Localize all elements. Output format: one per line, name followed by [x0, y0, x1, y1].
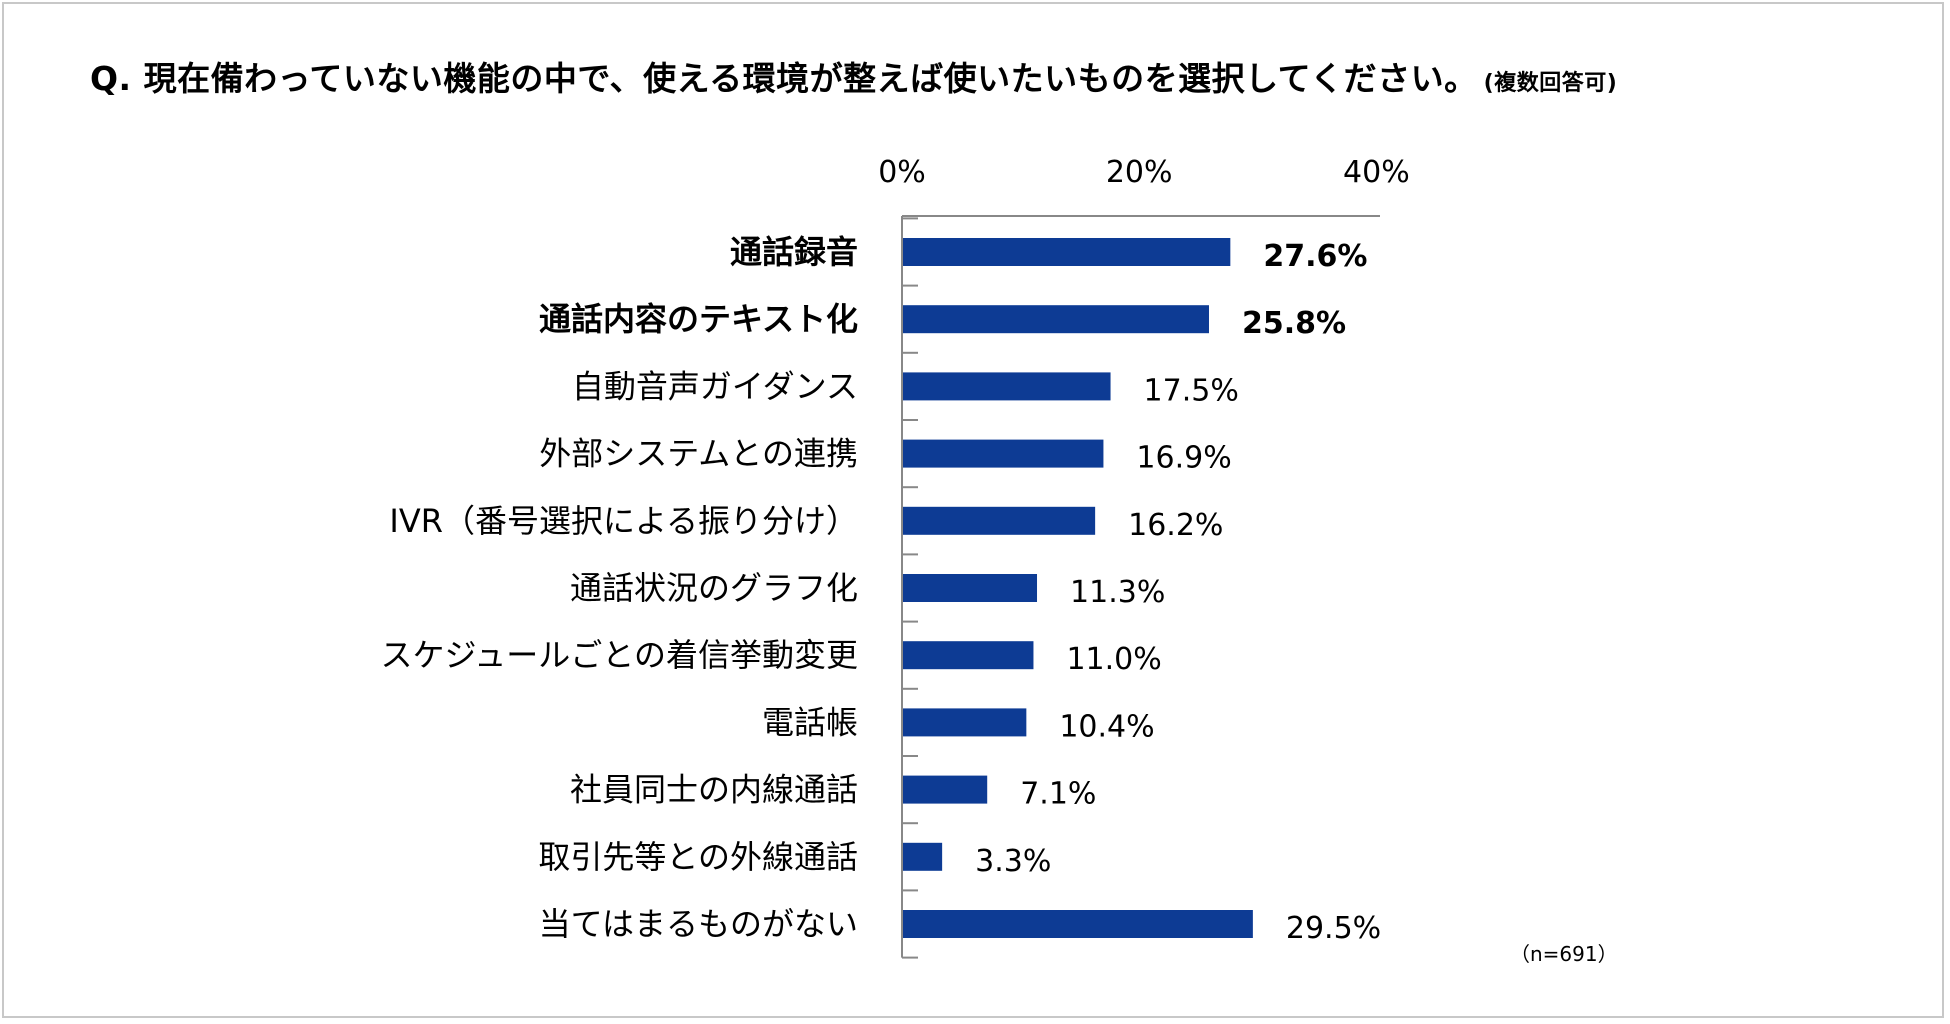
category-label: スケジュールごとの着信挙動変更 [381, 636, 858, 674]
x-tick-label: 40% [1343, 155, 1410, 190]
bar [903, 910, 1253, 938]
data-label: 25.8% [1242, 306, 1346, 341]
category-label: 取引先等との外線通話 [538, 838, 858, 876]
data-label: 7.1% [1020, 777, 1096, 812]
category-label: 通話録音 [730, 233, 858, 271]
sample-size-note: （n=691） [1510, 942, 1618, 966]
data-label: 10.4% [1059, 709, 1154, 744]
category-label: 電話帳 [762, 703, 858, 741]
chart-title-sub: (複数回答可) [1483, 71, 1618, 96]
bar [903, 641, 1034, 670]
category-label: 自動音声ガイダンス [572, 367, 858, 405]
category-label: IVR（番号選択による振り分け） [389, 502, 858, 540]
data-label: 11.0% [1066, 642, 1161, 677]
x-tick-label: 20% [1106, 155, 1173, 190]
bar [903, 842, 943, 871]
bar [903, 238, 1231, 266]
category-label: 通話状況のグラフ化 [570, 569, 858, 607]
bar [903, 775, 988, 804]
chart-title-main: Q. 現在備わっていない機能の中で、使える環境が整えば使いたいものを選択してくだ… [90, 59, 1478, 98]
bar [903, 439, 1104, 468]
x-tick-label: 0% [878, 155, 926, 190]
data-label: 3.3% [975, 844, 1051, 879]
category-label: 通話内容のテキスト化 [539, 300, 858, 338]
category-label: 社員同士の内線通話 [570, 771, 858, 809]
data-label: 16.2% [1128, 508, 1223, 543]
category-label: 外部システムとの連携 [539, 435, 858, 473]
data-label: 27.6% [1263, 239, 1367, 274]
data-label: 16.9% [1136, 441, 1231, 476]
bar [903, 506, 1096, 535]
data-label: 17.5% [1144, 373, 1239, 408]
data-label: 11.3% [1070, 575, 1165, 610]
data-label: 29.5% [1286, 911, 1381, 946]
bar [903, 574, 1038, 602]
category-label: 当てはまるものがない [539, 905, 858, 943]
chart-title: Q. 現在備わっていない機能の中で、使える環境が整えば使いたいものを選択してくだ… [90, 52, 1617, 100]
bar [903, 305, 1209, 334]
bar [903, 708, 1027, 737]
bar [903, 372, 1111, 401]
